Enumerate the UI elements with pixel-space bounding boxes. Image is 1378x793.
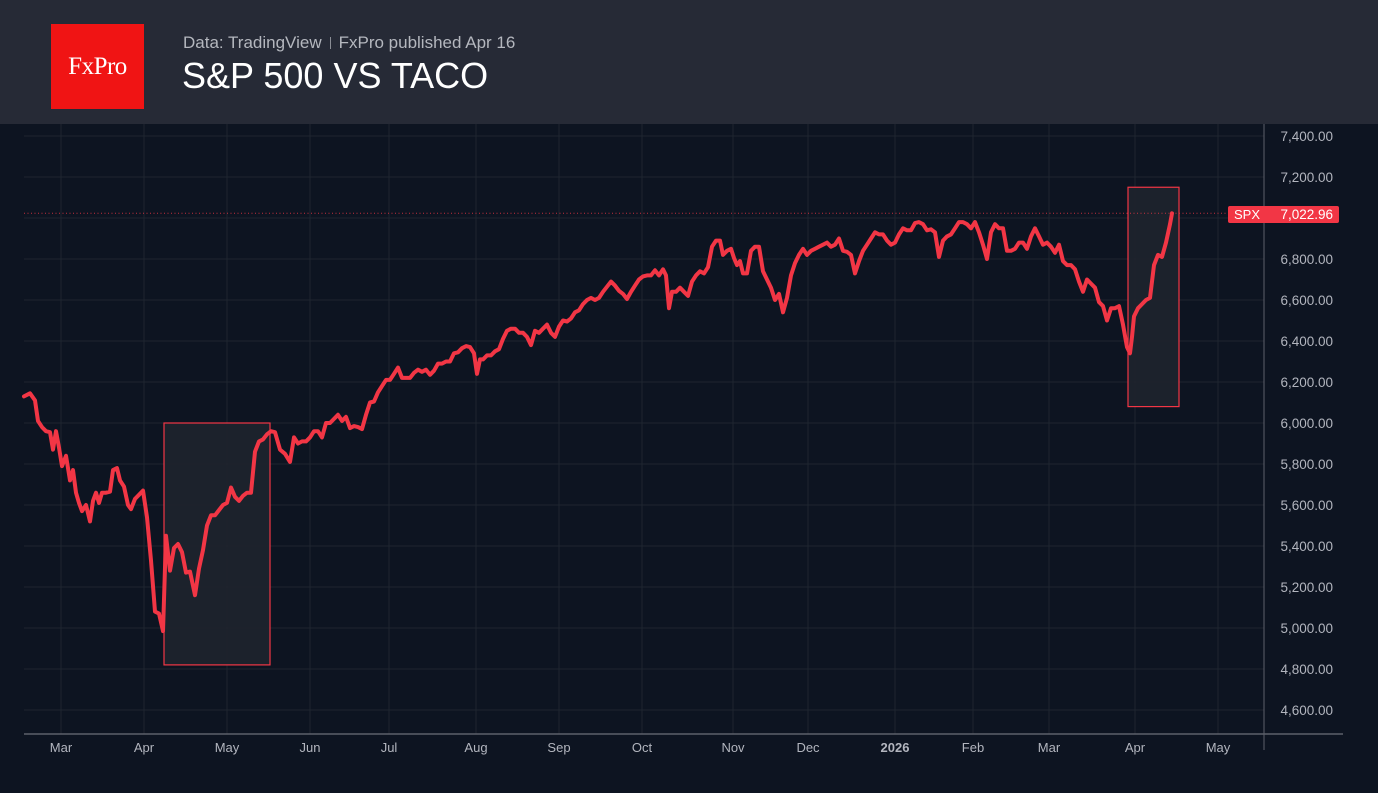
data-source-label: Data: TradingView — [183, 33, 322, 52]
y-tick-label: 6,800.00 — [1280, 252, 1333, 267]
y-tick-label: 6,200.00 — [1280, 375, 1333, 390]
x-tick-label: Oct — [632, 740, 653, 755]
x-tick-label: Apr — [1125, 740, 1146, 755]
last-price-tag: SPX 7,022.96 — [1228, 206, 1339, 223]
y-axis[interactable]: 7,400.00 7,200.00 6,800.00 6,600.00 6,400.00… — [1263, 124, 1333, 750]
published-label: FxPro published Apr 16 — [338, 33, 516, 52]
y-tick-label: 5,600.00 — [1280, 498, 1333, 513]
price-tag-value: 7,022.96 — [1280, 207, 1333, 222]
chart-subtitle: Data: TradingView FxPro published Apr 16 — [183, 33, 515, 53]
chart-title: S&P 500 VS TACO — [182, 55, 489, 96]
y-tick-label: 7,200.00 — [1280, 170, 1333, 185]
price-tag-bg — [1228, 206, 1339, 223]
x-tick-label: Sep — [547, 740, 570, 755]
x-tick-label: Mar — [50, 740, 73, 755]
x-tick-label: Mar — [1038, 740, 1061, 755]
y-tick-label: 5,400.00 — [1280, 539, 1333, 554]
price-chart[interactable]: 7,400.00 7,200.00 6,800.00 6,600.00 6,400.00… — [0, 124, 1378, 788]
y-tick-label: 6,000.00 — [1280, 416, 1333, 431]
y-tick-label: 5,000.00 — [1280, 621, 1333, 636]
y-tick-label: 6,600.00 — [1280, 293, 1333, 308]
x-tick-label: May — [215, 740, 240, 755]
x-tick-label: Feb — [962, 740, 984, 755]
y-tick-label: 4,800.00 — [1280, 662, 1333, 677]
x-tick-label: Nov — [721, 740, 745, 755]
x-tick-label: Aug — [464, 740, 487, 755]
chart-header: FxPro Data: TradingView FxPro published A… — [0, 0, 1378, 124]
x-tick-label: Jul — [381, 740, 398, 755]
x-tick-label: Apr — [134, 740, 155, 755]
y-tick-label: 5,200.00 — [1280, 580, 1333, 595]
x-tick-label: Dec — [796, 740, 820, 755]
y-tick-label: 4,600.00 — [1280, 703, 1333, 718]
y-tick-label: 5,800.00 — [1280, 457, 1333, 472]
separator — [329, 37, 331, 49]
x-tick-label: Jun — [300, 740, 321, 755]
spx-line — [22, 211, 1174, 634]
x-tick-label: 2026 — [881, 740, 910, 755]
y-tick-label: 7,400.00 — [1280, 129, 1333, 144]
x-tick-label: May — [1206, 740, 1231, 755]
fxpro-logo: FxPro — [51, 24, 144, 109]
x-axis[interactable]: Mar Apr May Jun Jul Aug Sep Oct Nov Dec 2026 Feb Mar… — [24, 733, 1343, 755]
y-tick-label: 6,400.00 — [1280, 334, 1333, 349]
price-tag-symbol: SPX — [1234, 207, 1260, 222]
chart-canvas[interactable]: 7,400.00 7,200.00 6,800.00 6,600.00 6,400.00… — [0, 124, 1378, 788]
